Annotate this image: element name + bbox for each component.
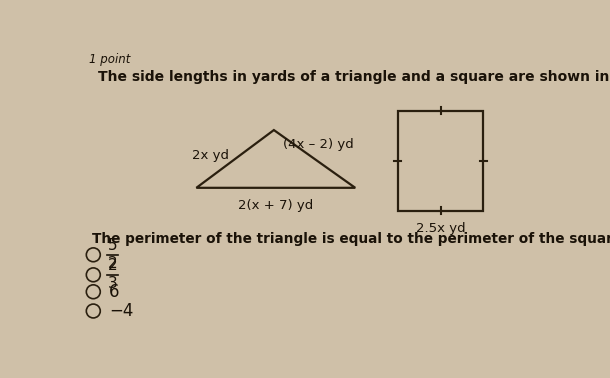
- Text: (4x – 2) yd: (4x – 2) yd: [283, 138, 354, 151]
- Text: 2: 2: [108, 258, 118, 273]
- Text: 2x yd: 2x yd: [192, 149, 229, 163]
- Text: 2: 2: [108, 256, 118, 271]
- Text: 6: 6: [109, 283, 120, 301]
- Text: −4: −4: [109, 302, 133, 320]
- Text: 1 point: 1 point: [88, 53, 130, 66]
- Text: 2(x + 7) yd: 2(x + 7) yd: [238, 198, 314, 212]
- Text: 3: 3: [108, 276, 118, 291]
- Text: 2.5x yd: 2.5x yd: [415, 222, 465, 235]
- Text: 5: 5: [108, 238, 118, 253]
- Text: The perimeter of the triangle is equal to the perimeter of the square. What is t: The perimeter of the triangle is equal t…: [92, 232, 610, 246]
- Text: The side lengths in yards of a triangle and a square are shown in the diagram.: The side lengths in yards of a triangle …: [98, 70, 610, 84]
